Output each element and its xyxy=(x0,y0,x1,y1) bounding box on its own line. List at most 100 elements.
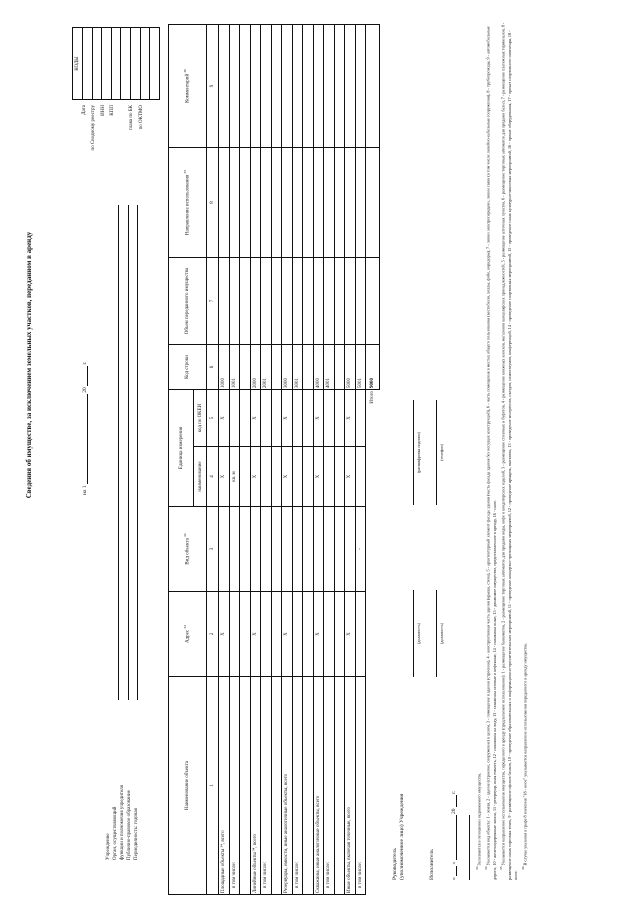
cell-type xyxy=(334,506,345,592)
cell-comment[interactable] xyxy=(344,24,355,148)
cell-volume[interactable] xyxy=(281,257,292,345)
cell-volume[interactable] xyxy=(302,257,313,345)
header-unit: Единица измерения xyxy=(168,389,194,507)
code-cell-oktmo[interactable] xyxy=(140,28,151,99)
cell-comment[interactable] xyxy=(218,24,229,148)
cell-usage[interactable] xyxy=(334,147,345,258)
total-comment[interactable] xyxy=(365,24,380,148)
cell-unit-name xyxy=(355,446,366,507)
public-entity-input-line[interactable] xyxy=(137,205,138,700)
head-label: Руководитель xyxy=(392,848,398,880)
total-usage[interactable] xyxy=(365,147,380,258)
month-blank[interactable] xyxy=(451,815,457,861)
cell-usage[interactable] xyxy=(281,147,292,258)
cell-comment[interactable] xyxy=(313,24,324,148)
cell-volume[interactable] xyxy=(250,257,261,345)
cell-usage[interactable] xyxy=(323,147,334,258)
sign-date-line: « » 20 г. xyxy=(451,791,457,880)
header-row-code: Код строки xyxy=(168,344,207,390)
cell-okei xyxy=(229,389,240,447)
cell-unit-name: кв. м xyxy=(229,446,240,507)
executor-position-line[interactable] xyxy=(436,590,437,677)
cell-comment[interactable] xyxy=(355,24,366,148)
code-cell-extra[interactable] xyxy=(150,28,160,99)
cell-usage[interactable] xyxy=(260,147,271,258)
code-cell-bk[interactable] xyxy=(130,28,141,99)
empty-cell xyxy=(366,507,380,592)
cell-okei xyxy=(260,389,271,447)
cell-volume[interactable] xyxy=(218,257,229,345)
total-row: Итого 9000 xyxy=(365,24,380,895)
founder-input-line[interactable] xyxy=(128,205,129,700)
cell-comment[interactable] xyxy=(250,24,261,148)
cell-comment[interactable] xyxy=(323,24,334,148)
cell-usage[interactable] xyxy=(313,147,324,258)
year-blank[interactable] xyxy=(82,365,88,386)
table-row xyxy=(334,24,345,895)
table-row: Резервуары, емкости, иные аналогичные об… xyxy=(281,24,292,895)
code-cell-date[interactable] xyxy=(83,28,93,99)
head-position-line[interactable] xyxy=(413,590,414,677)
cell-unit-name: X xyxy=(218,446,229,507)
cell-name xyxy=(302,676,313,895)
cell-comment[interactable] xyxy=(281,24,292,148)
code-cell-blank[interactable] xyxy=(121,28,131,99)
code-cell-inn[interactable] xyxy=(102,28,112,99)
cell-volume[interactable] xyxy=(355,257,366,345)
cell-type xyxy=(313,506,324,592)
cell-volume[interactable] xyxy=(292,257,303,345)
code-cell-kpp[interactable] xyxy=(111,28,122,99)
institution-input-line[interactable] xyxy=(118,205,119,700)
cell-usage[interactable] xyxy=(302,147,313,258)
code-cell-registry[interactable] xyxy=(92,28,103,99)
head-signature-line[interactable] xyxy=(413,400,414,505)
total-volume[interactable] xyxy=(365,257,380,345)
code-label-kpp: КПП xyxy=(110,105,115,116)
cell-usage[interactable] xyxy=(218,147,229,258)
cell-volume[interactable] xyxy=(260,257,271,345)
cell-row-code: 1000 xyxy=(218,344,229,390)
sign-year-blank[interactable] xyxy=(451,795,457,808)
table-row xyxy=(239,24,250,895)
cell-comment[interactable] xyxy=(334,24,345,148)
cell-volume[interactable] xyxy=(229,257,240,345)
cell-comment[interactable] xyxy=(239,24,250,148)
cell-usage[interactable] xyxy=(292,147,303,258)
footnote: 33 Заполняется в отношении недвижимого и… xyxy=(474,20,483,880)
cell-usage[interactable] xyxy=(344,147,355,258)
cell-usage[interactable] xyxy=(271,147,282,258)
cell-comment[interactable] xyxy=(260,24,271,148)
cell-okei: X xyxy=(250,389,261,447)
cell-comment[interactable] xyxy=(302,24,313,148)
cell-address: X xyxy=(344,591,355,677)
cell-okei xyxy=(292,389,303,447)
org-label-periodicity: Периодичность: годовая xyxy=(134,808,139,860)
cell-usage[interactable] xyxy=(250,147,261,258)
cell-volume[interactable] xyxy=(344,257,355,345)
cell-row-code xyxy=(239,344,250,390)
header-name: Наименование объекта xyxy=(168,676,207,895)
cell-volume[interactable] xyxy=(323,257,334,345)
executor-phone-line[interactable] xyxy=(436,400,437,505)
cell-okei xyxy=(355,389,366,447)
cell-volume[interactable] xyxy=(239,257,250,345)
date-blank[interactable] xyxy=(82,394,88,485)
cell-address xyxy=(302,591,313,677)
executor-position-caption: (должность) xyxy=(439,623,444,644)
table-row: Иные объекты, включая точечные, всего X X X… xyxy=(344,24,355,895)
cell-usage[interactable] xyxy=(355,147,366,258)
cell-type xyxy=(250,506,261,592)
cell-comment[interactable] xyxy=(229,24,240,148)
cell-comment[interactable] xyxy=(271,24,282,148)
cell-volume[interactable] xyxy=(271,257,282,345)
codes-box: КОДЫ xyxy=(72,27,160,100)
org-label-founder-2: функции и полномочия учредителя xyxy=(120,785,125,860)
cell-volume[interactable] xyxy=(334,257,345,345)
cell-usage[interactable] xyxy=(239,147,250,258)
cell-comment[interactable] xyxy=(292,24,303,148)
head-signature-caption: (расшифровка подписи) xyxy=(416,432,421,473)
cell-volume[interactable] xyxy=(313,257,324,345)
cell-usage[interactable] xyxy=(229,147,240,258)
day-blank[interactable] xyxy=(451,865,457,876)
